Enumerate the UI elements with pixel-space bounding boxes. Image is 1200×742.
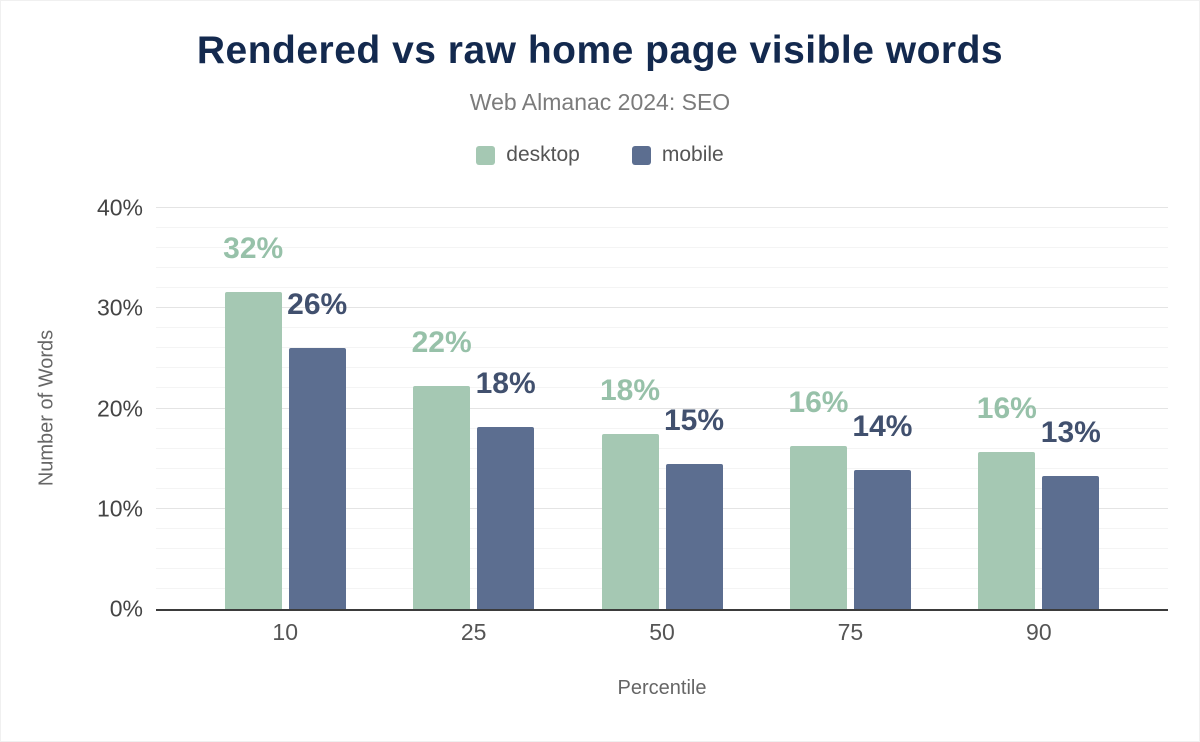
chart-title: Rendered vs raw home page visible words <box>196 29 1004 72</box>
gridline <box>156 407 1168 409</box>
bar-groups: 32% 26% 22% 18% 18% 15% 16% 14% 16% 13% <box>191 208 1133 609</box>
y-tick-label: 40% <box>96 194 143 221</box>
bar-mobile-p25: 18% <box>476 367 536 609</box>
bar-group-p25: 22% 18% <box>379 208 567 609</box>
x-tick-label: 25 <box>460 619 487 645</box>
bar-value-label: 14% <box>852 409 913 443</box>
gridline <box>156 387 1168 389</box>
bar-desktop-p10: 32% <box>223 232 283 609</box>
bar-value-label: 15% <box>663 403 725 437</box>
legend-item-desktop: desktop <box>476 143 580 167</box>
gridline <box>156 287 1168 289</box>
x-tick-label: 90 <box>1026 619 1052 645</box>
gridline <box>156 247 1168 249</box>
bar-mobile-p75: 14% <box>852 410 912 609</box>
gridline <box>156 447 1168 449</box>
x-axis-ticks: 10 25 50 75 90 <box>156 619 1168 646</box>
y-tick-label: 10% <box>96 495 143 522</box>
gridline <box>156 347 1168 349</box>
gridline <box>156 467 1168 469</box>
x-axis-title: Percentile <box>617 677 707 699</box>
bar-mobile-p10: 26% <box>287 288 347 609</box>
x-tick-label: 50 <box>649 619 675 645</box>
gridline <box>156 227 1168 229</box>
bar-desktop-p25: 22% <box>412 326 472 609</box>
bar-desktop-p75: 16% <box>788 386 848 609</box>
bar-value-label: 16% <box>976 391 1037 425</box>
legend-swatch-mobile <box>631 145 651 165</box>
bar-value-label: 16% <box>788 385 849 419</box>
gridline <box>156 367 1168 369</box>
bar-value-label: 26% <box>287 288 348 322</box>
bar-value-label: 13% <box>1040 415 1101 449</box>
gridline <box>156 487 1168 489</box>
legend-label-desktop: desktop <box>506 143 580 166</box>
bar-desktop-p50: 18% <box>600 374 660 609</box>
bar-group-p75: 16% 14% <box>756 208 944 609</box>
gridline <box>156 207 1168 208</box>
gridline <box>156 327 1168 329</box>
gridline <box>156 267 1168 269</box>
x-tick-label: 75 <box>837 619 864 645</box>
y-tick-label: 20% <box>96 395 143 421</box>
gridline <box>156 567 1168 569</box>
chart-subtitle: Web Almanac 2024: SEO <box>469 89 731 115</box>
legend-swatch-desktop <box>476 145 496 165</box>
gridline <box>156 587 1168 589</box>
legend: desktop mobile <box>1 143 1199 167</box>
gridline <box>156 527 1168 529</box>
bar-desktop-p90: 16% <box>977 392 1037 609</box>
bar-group-p10: 32% 26% <box>191 208 379 609</box>
gridline <box>156 547 1168 549</box>
y-axis-ticks: 0% 10% 20% 30% 40% <box>1 195 143 622</box>
plot-area: 32% 26% 22% 18% 18% 15% 16% 14% 16% 13% <box>156 207 1168 611</box>
bar-mobile-p50: 15% <box>664 404 724 609</box>
bar-value-label: 32% <box>223 232 284 266</box>
bar-group-p50: 18% 15% <box>568 208 756 609</box>
x-tick-label: 10 <box>272 619 298 645</box>
y-tick-label: 0% <box>109 595 143 622</box>
y-tick-label: 30% <box>96 294 143 321</box>
legend-item-mobile: mobile <box>631 143 724 167</box>
legend-label-mobile: mobile <box>661 143 724 166</box>
bar-group-p90: 16% 13% <box>945 208 1133 609</box>
gridline <box>156 307 1168 309</box>
bar-value-label: 18% <box>599 373 661 407</box>
bar-mobile-p90: 13% <box>1041 416 1101 609</box>
bar-value-label: 18% <box>475 366 536 400</box>
gridline <box>156 507 1168 509</box>
gridline <box>156 427 1168 429</box>
bar-value-label: 22% <box>411 326 472 360</box>
